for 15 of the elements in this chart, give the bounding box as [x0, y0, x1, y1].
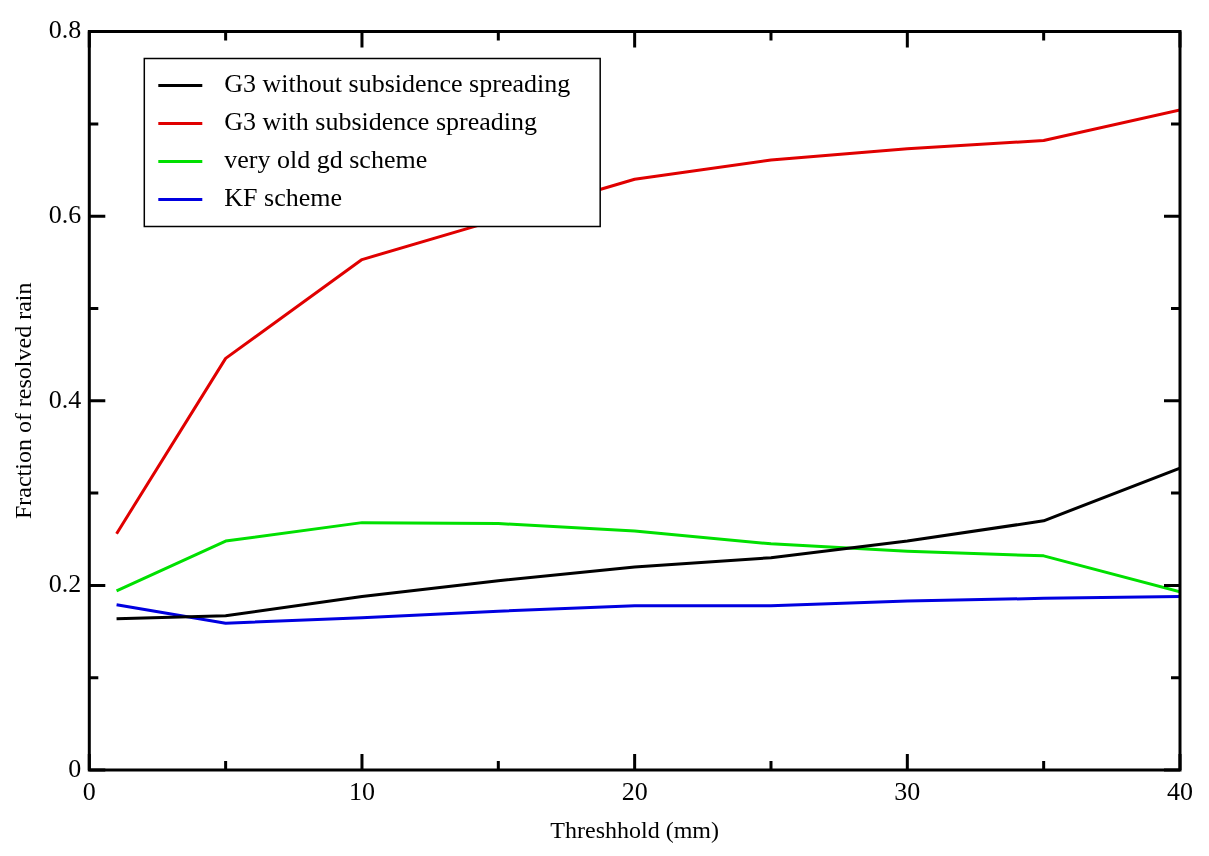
x-tick-label: 40 — [1167, 777, 1193, 807]
y-tick-label: 0 — [68, 753, 82, 783]
y-tick-label: 0.2 — [48, 569, 82, 599]
legend-label: very old gd scheme — [224, 145, 428, 175]
y-tick-label: 0.4 — [48, 384, 82, 414]
legend-label: KF scheme — [224, 183, 342, 213]
y-tick-label: 0.8 — [48, 15, 82, 45]
y-tick-label: 0.6 — [48, 200, 82, 230]
y-axis-title: Fraction of resolved rain — [9, 282, 36, 520]
x-tick-label: 10 — [348, 777, 375, 807]
legend-label: G3 without subsidence spreading — [224, 69, 571, 99]
legend-label: G3 with subsidence spreading — [224, 107, 537, 137]
x-tick-label: 20 — [621, 777, 648, 807]
x-tick-label: 30 — [894, 777, 921, 807]
x-axis-title: Threshhold (mm) — [550, 816, 719, 843]
